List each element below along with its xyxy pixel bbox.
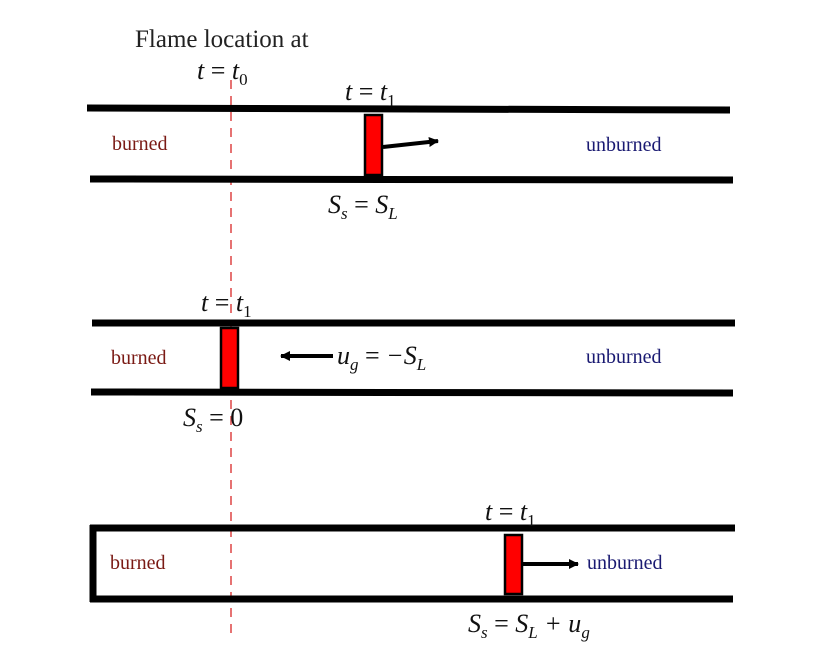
- middle-unburned-label: unburned: [586, 346, 662, 368]
- top-speed-label: Ss = SL: [328, 190, 398, 223]
- top-flame-front: [363, 113, 384, 177]
- middle-tube-lower-wall: [90, 388, 734, 397]
- top-flame-arrow: [382, 137, 439, 149]
- top-burned-label: burned: [112, 133, 168, 155]
- middle-burned-label: burned: [111, 347, 167, 369]
- middle-time-label: t = t1: [201, 288, 252, 321]
- bottom-time-label: t = t1: [485, 497, 536, 530]
- bottom-flame-front: [503, 533, 524, 596]
- bottom-unburned-label: unburned: [587, 552, 663, 574]
- top-tube-upper-wall: [86, 104, 731, 114]
- panel-middle: [90, 319, 735, 397]
- middle-gas-velocity-label: ug = −SL: [337, 341, 427, 374]
- top-unburned-label: unburned: [586, 134, 662, 156]
- top-time-label: t = t1: [345, 77, 396, 110]
- bottom-burned-label: burned: [110, 552, 166, 574]
- bottom-speed-label: Ss = SL + ug: [468, 609, 590, 642]
- header-t0-label: t = t0: [197, 56, 248, 89]
- panel-bottom: [89, 524, 735, 603]
- panel-top: [86, 104, 734, 184]
- middle-speed-label: Ss = 0: [183, 403, 244, 436]
- top-tube-lower-wall: [89, 175, 734, 184]
- middle-flame-front: [219, 326, 240, 390]
- header-title: Flame location at: [135, 26, 309, 53]
